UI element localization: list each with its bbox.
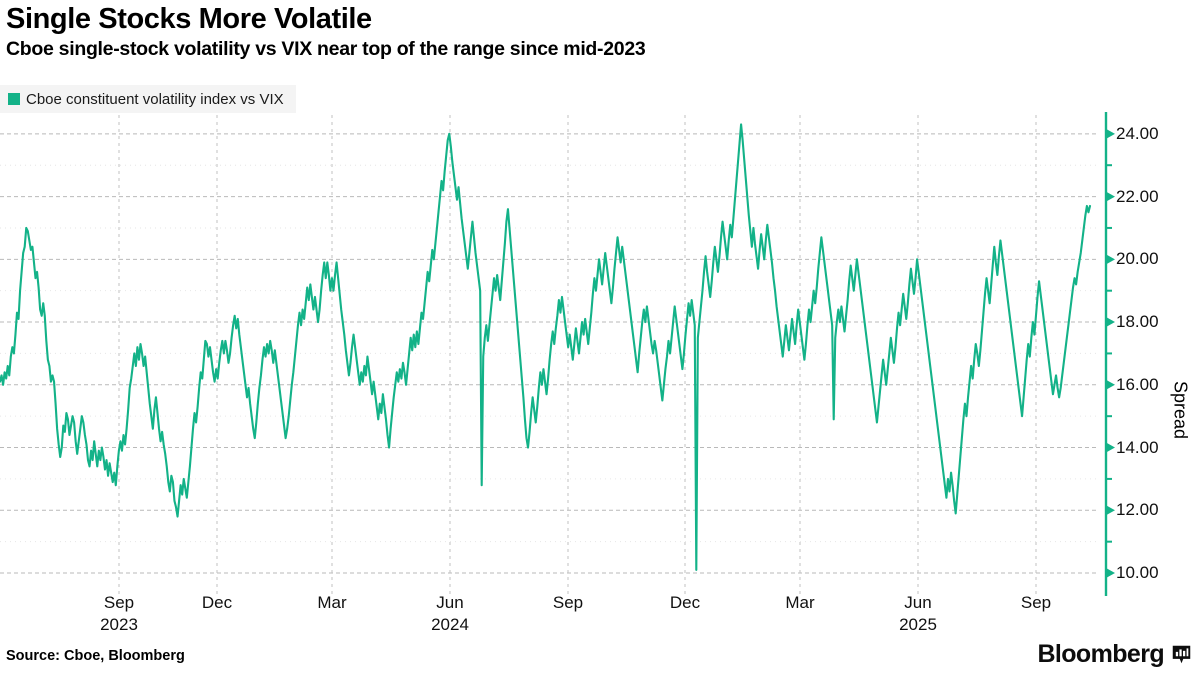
x-tick-mar: Mar (785, 592, 814, 614)
x-tick-dec: Dec (670, 592, 700, 614)
vertical-gridlines (118, 115, 1037, 595)
x-tick-sep: Sep (1021, 592, 1051, 614)
y-axis: 10.00 12.00 14.00 16.00 18.00 20.00 22.00 24.00… (1098, 100, 1200, 600)
major-gridlines (0, 133, 1098, 574)
legend-series-label: Cboe constituent volatility index vs VIX (26, 90, 284, 108)
bloomberg-bar-badge-icon (1172, 645, 1191, 664)
source-note: Source: Cboe, Bloomberg (6, 648, 185, 664)
x-tick-year: 2023 (100, 615, 138, 634)
series-line-spread (0, 123, 1092, 571)
x-tick-year: 2024 (431, 615, 469, 634)
x-tick-month: Sep (552, 593, 584, 612)
y-tick-label: 22.00 (1116, 186, 1159, 206)
y-tick-label: 12.00 (1116, 500, 1159, 520)
x-tick-jun-2024: Jun 2024 (431, 592, 469, 636)
y-tick-label: 18.00 (1116, 312, 1159, 332)
x-tick-sep-2023: Sep 2023 (100, 592, 138, 636)
chart-header: Single Stocks More Volatile Cboe single-… (6, 2, 1200, 61)
x-tick-month: Dec (669, 593, 701, 612)
x-tick-month: Mar (317, 593, 347, 612)
x-tick-sep: Sep (553, 592, 583, 614)
x-tick-month: Sep (103, 593, 135, 612)
x-tick-month: Mar (785, 593, 815, 612)
x-tick-month: Sep (1020, 593, 1052, 612)
y-axis-title: Spread (1170, 380, 1191, 440)
chart-subtitle: Cboe single-stock volatility vs VIX near… (6, 38, 646, 60)
y-tick-label: 20.00 (1116, 249, 1159, 269)
legend-swatch-icon (8, 93, 20, 105)
brand-wordmark: Bloomberg (1037, 640, 1164, 668)
page-title: Single Stocks More Volatile (6, 3, 372, 35)
chart-legend[interactable]: Cboe constituent volatility index vs VIX (0, 85, 296, 113)
line-chart-svg (0, 115, 1098, 595)
x-tick-month: Jun (436, 593, 464, 612)
y-tick-label: 14.00 (1116, 437, 1159, 457)
minor-gridlines (0, 164, 1098, 543)
x-tick-dec: Dec (202, 592, 232, 614)
bloomberg-brand: Bloomberg (1037, 640, 1192, 669)
x-tick-month: Dec (201, 593, 233, 612)
y-tick-label: 24.00 (1116, 123, 1159, 143)
x-tick-year: 2025 (899, 615, 937, 634)
plot-area (0, 115, 1098, 595)
x-tick-month: Jun (904, 593, 932, 612)
x-tick-mar: Mar (317, 592, 346, 614)
x-axis-tick-labels: Sep 2023 Dec Mar Jun 2024 Sep Dec Mar Jun 2025 Sep (0, 592, 1098, 652)
y-axis-line (1104, 112, 1115, 596)
x-tick-jun-2025: Jun 2025 (899, 592, 937, 636)
y-tick-label: 16.00 (1116, 374, 1159, 394)
y-tick-label: 10.00 (1116, 563, 1159, 583)
